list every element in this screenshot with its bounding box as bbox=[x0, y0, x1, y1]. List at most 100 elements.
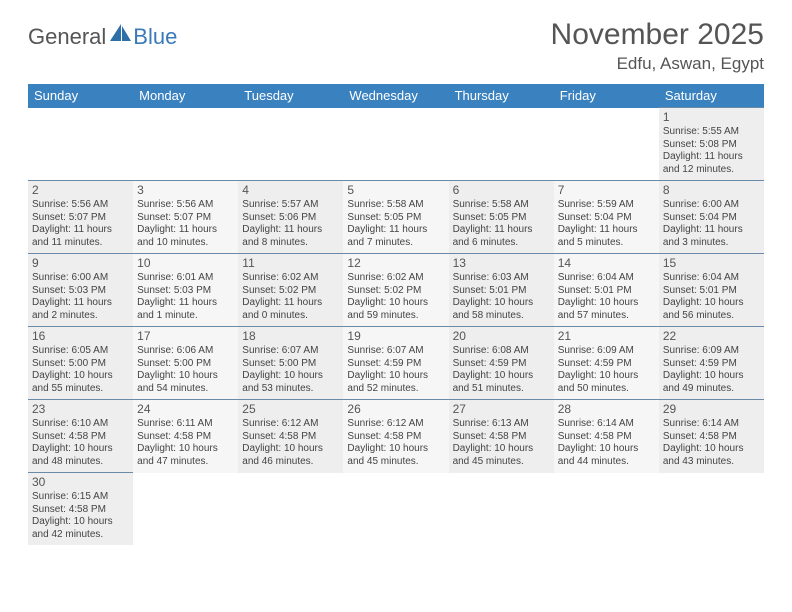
daylight-text: and 2 minutes. bbox=[32, 310, 129, 323]
calendar-week: 1Sunrise: 5:55 AMSunset: 5:08 PMDaylight… bbox=[28, 108, 764, 181]
daylight-text: Daylight: 10 hours bbox=[453, 297, 550, 310]
daylight-text: and 43 minutes. bbox=[663, 456, 760, 469]
daylight-text: and 45 minutes. bbox=[347, 456, 444, 469]
sunrise-text: Sunrise: 6:10 AM bbox=[32, 418, 129, 431]
daylight-text: and 51 minutes. bbox=[453, 383, 550, 396]
daylight-text: Daylight: 10 hours bbox=[558, 297, 655, 310]
daylight-text: Daylight: 11 hours bbox=[558, 224, 655, 237]
dayname-row: Sunday Monday Tuesday Wednesday Thursday… bbox=[28, 84, 764, 108]
day-number: 4 bbox=[242, 183, 339, 198]
sunset-text: Sunset: 5:03 PM bbox=[32, 285, 129, 298]
daylight-text: Daylight: 11 hours bbox=[137, 224, 234, 237]
calendar-week: 30Sunrise: 6:15 AMSunset: 4:58 PMDayligh… bbox=[28, 473, 764, 546]
day-number: 23 bbox=[32, 402, 129, 417]
calendar-cell: 17Sunrise: 6:06 AMSunset: 5:00 PMDayligh… bbox=[133, 327, 238, 400]
day-number: 22 bbox=[663, 329, 760, 344]
calendar-cell: 2Sunrise: 5:56 AMSunset: 5:07 PMDaylight… bbox=[28, 181, 133, 254]
sunset-text: Sunset: 5:01 PM bbox=[663, 285, 760, 298]
day-number: 5 bbox=[347, 183, 444, 198]
calendar-cell bbox=[449, 473, 554, 546]
daylight-text: and 0 minutes. bbox=[242, 310, 339, 323]
day-number: 17 bbox=[137, 329, 234, 344]
daylight-text: and 57 minutes. bbox=[558, 310, 655, 323]
calendar-cell: 16Sunrise: 6:05 AMSunset: 5:00 PMDayligh… bbox=[28, 327, 133, 400]
logo-text-general: General bbox=[28, 24, 106, 50]
day-number: 29 bbox=[663, 402, 760, 417]
daylight-text: Daylight: 10 hours bbox=[663, 443, 760, 456]
title-block: November 2025 Edfu, Aswan, Egypt bbox=[551, 18, 764, 74]
sunset-text: Sunset: 5:00 PM bbox=[32, 358, 129, 371]
daylight-text: and 50 minutes. bbox=[558, 383, 655, 396]
calendar-cell: 18Sunrise: 6:07 AMSunset: 5:00 PMDayligh… bbox=[238, 327, 343, 400]
daylight-text: Daylight: 10 hours bbox=[453, 443, 550, 456]
calendar-cell: 28Sunrise: 6:14 AMSunset: 4:58 PMDayligh… bbox=[554, 400, 659, 473]
day-number: 20 bbox=[453, 329, 550, 344]
daylight-text: Daylight: 11 hours bbox=[453, 224, 550, 237]
sunset-text: Sunset: 4:58 PM bbox=[32, 431, 129, 444]
daylight-text: Daylight: 10 hours bbox=[347, 370, 444, 383]
sunrise-text: Sunrise: 5:58 AM bbox=[347, 199, 444, 212]
location: Edfu, Aswan, Egypt bbox=[551, 54, 764, 74]
sunrise-text: Sunrise: 6:07 AM bbox=[347, 345, 444, 358]
sunrise-text: Sunrise: 6:12 AM bbox=[242, 418, 339, 431]
daylight-text: and 1 minute. bbox=[137, 310, 234, 323]
sunset-text: Sunset: 5:00 PM bbox=[242, 358, 339, 371]
day-number: 8 bbox=[663, 183, 760, 198]
daylight-text: Daylight: 10 hours bbox=[32, 443, 129, 456]
calendar-cell: 20Sunrise: 6:08 AMSunset: 4:59 PMDayligh… bbox=[449, 327, 554, 400]
dayname-saturday: Saturday bbox=[659, 84, 764, 108]
daylight-text: and 6 minutes. bbox=[453, 237, 550, 250]
sunrise-text: Sunrise: 6:09 AM bbox=[558, 345, 655, 358]
daylight-text: and 10 minutes. bbox=[137, 237, 234, 250]
daylight-text: Daylight: 11 hours bbox=[663, 224, 760, 237]
sunset-text: Sunset: 4:58 PM bbox=[137, 431, 234, 444]
daylight-text: Daylight: 10 hours bbox=[453, 370, 550, 383]
calendar-cell: 14Sunrise: 6:04 AMSunset: 5:01 PMDayligh… bbox=[554, 254, 659, 327]
dayname-friday: Friday bbox=[554, 84, 659, 108]
day-number: 15 bbox=[663, 256, 760, 271]
sunset-text: Sunset: 5:02 PM bbox=[347, 285, 444, 298]
calendar-cell: 12Sunrise: 6:02 AMSunset: 5:02 PMDayligh… bbox=[343, 254, 448, 327]
calendar-table: Sunday Monday Tuesday Wednesday Thursday… bbox=[28, 84, 764, 545]
daylight-text: Daylight: 10 hours bbox=[242, 370, 339, 383]
calendar-cell bbox=[238, 108, 343, 181]
day-number: 25 bbox=[242, 402, 339, 417]
sunrise-text: Sunrise: 5:56 AM bbox=[137, 199, 234, 212]
daylight-text: Daylight: 10 hours bbox=[242, 443, 339, 456]
calendar-cell: 29Sunrise: 6:14 AMSunset: 4:58 PMDayligh… bbox=[659, 400, 764, 473]
sunset-text: Sunset: 5:07 PM bbox=[137, 212, 234, 225]
daylight-text: Daylight: 10 hours bbox=[347, 443, 444, 456]
sunset-text: Sunset: 5:05 PM bbox=[347, 212, 444, 225]
sunrise-text: Sunrise: 6:04 AM bbox=[663, 272, 760, 285]
sunrise-text: Sunrise: 6:03 AM bbox=[453, 272, 550, 285]
daylight-text: and 12 minutes. bbox=[663, 164, 760, 177]
sunrise-text: Sunrise: 6:14 AM bbox=[558, 418, 655, 431]
daylight-text: Daylight: 10 hours bbox=[32, 370, 129, 383]
dayname-monday: Monday bbox=[133, 84, 238, 108]
sunrise-text: Sunrise: 5:57 AM bbox=[242, 199, 339, 212]
daylight-text: and 52 minutes. bbox=[347, 383, 444, 396]
sunset-text: Sunset: 4:58 PM bbox=[453, 431, 550, 444]
calendar-cell: 26Sunrise: 6:12 AMSunset: 4:58 PMDayligh… bbox=[343, 400, 448, 473]
calendar-cell: 3Sunrise: 5:56 AMSunset: 5:07 PMDaylight… bbox=[133, 181, 238, 254]
logo-text-blue: Blue bbox=[133, 24, 177, 50]
sunset-text: Sunset: 5:00 PM bbox=[137, 358, 234, 371]
daylight-text: and 5 minutes. bbox=[558, 237, 655, 250]
calendar-cell: 24Sunrise: 6:11 AMSunset: 4:58 PMDayligh… bbox=[133, 400, 238, 473]
calendar-week: 9Sunrise: 6:00 AMSunset: 5:03 PMDaylight… bbox=[28, 254, 764, 327]
daylight-text: Daylight: 10 hours bbox=[137, 443, 234, 456]
daylight-text: Daylight: 11 hours bbox=[242, 297, 339, 310]
sunrise-text: Sunrise: 6:05 AM bbox=[32, 345, 129, 358]
day-number: 3 bbox=[137, 183, 234, 198]
day-number: 21 bbox=[558, 329, 655, 344]
day-number: 6 bbox=[453, 183, 550, 198]
sunset-text: Sunset: 5:04 PM bbox=[558, 212, 655, 225]
calendar-week: 23Sunrise: 6:10 AMSunset: 4:58 PMDayligh… bbox=[28, 400, 764, 473]
daylight-text: and 8 minutes. bbox=[242, 237, 339, 250]
calendar-cell: 5Sunrise: 5:58 AMSunset: 5:05 PMDaylight… bbox=[343, 181, 448, 254]
calendar-cell: 25Sunrise: 6:12 AMSunset: 4:58 PMDayligh… bbox=[238, 400, 343, 473]
sunset-text: Sunset: 4:58 PM bbox=[558, 431, 655, 444]
daylight-text: Daylight: 10 hours bbox=[347, 297, 444, 310]
day-number: 13 bbox=[453, 256, 550, 271]
daylight-text: Daylight: 10 hours bbox=[663, 370, 760, 383]
